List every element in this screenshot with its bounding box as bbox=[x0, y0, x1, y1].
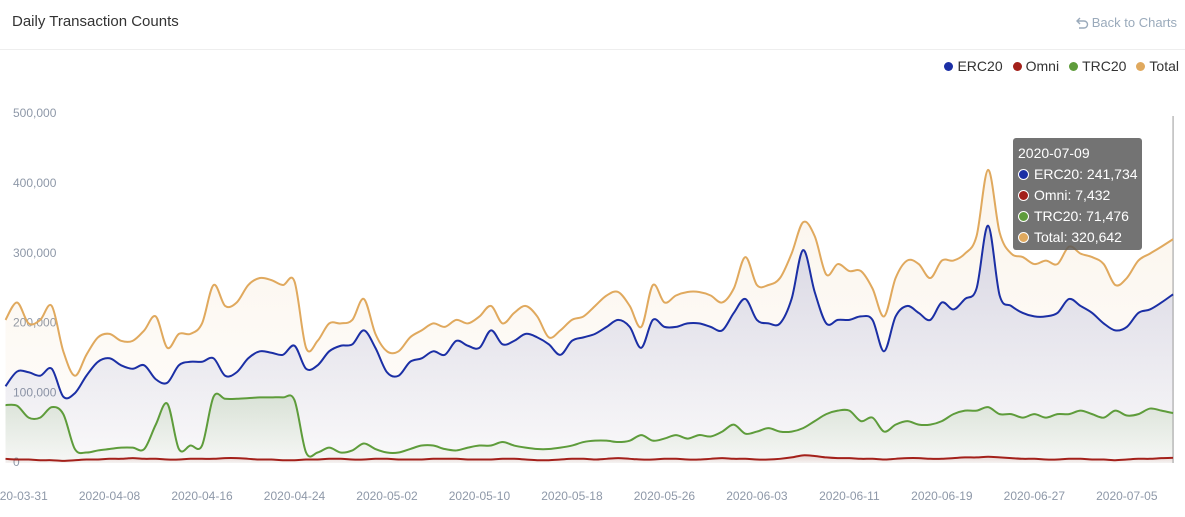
tooltip-title: 2020-07-09 bbox=[1018, 145, 1090, 161]
legend-item: TRC20 bbox=[1069, 58, 1126, 74]
legend-label: Total bbox=[1149, 58, 1179, 74]
legend-label: Omni bbox=[1025, 58, 1060, 74]
tooltip-dot bbox=[1018, 169, 1029, 180]
x-tick-label: 2020-05-02 bbox=[356, 489, 418, 503]
header: Daily Transaction Counts Back to Charts bbox=[0, 0, 1185, 50]
line bbox=[5, 392, 1174, 458]
y-tick-label: 400,000 bbox=[13, 176, 57, 190]
area bbox=[5, 225, 1174, 463]
tooltip-dot bbox=[1018, 190, 1029, 201]
tooltip: 2020-07-09 ERC20: 241,734 Omni: 7,432 TRC20… bbox=[1013, 138, 1142, 250]
line bbox=[4, 224, 1174, 400]
tooltip-item: Omni: 7,432 bbox=[1018, 185, 1142, 206]
back-link[interactable]: Back to Charts bbox=[1075, 15, 1177, 30]
line bbox=[4, 168, 1174, 377]
back-icon bbox=[1075, 17, 1088, 29]
y-tick-label: 500,000 bbox=[13, 106, 57, 120]
legend-item: Omni bbox=[1012, 58, 1060, 74]
x-tick-label: 2020-04-16 bbox=[171, 489, 233, 503]
line bbox=[5, 454, 1174, 462]
x-tick-label: 2020-06-11 bbox=[819, 489, 880, 503]
x-tick-label: 2020-04-08 bbox=[79, 489, 141, 503]
legend-item: ERC20 bbox=[944, 58, 1003, 74]
tooltip-dot bbox=[1018, 211, 1029, 222]
legend-item: Total bbox=[1136, 58, 1179, 74]
x-tick-label: 2020-03-31 bbox=[0, 489, 48, 503]
legend-dot bbox=[1069, 61, 1079, 71]
x-tick-label: 2020-05-10 bbox=[449, 489, 511, 503]
x-tick-label: 2020-05-18 bbox=[541, 489, 603, 503]
tooltip-item: Total: 320,642 bbox=[1018, 227, 1142, 248]
tooltip-item: TRC20: 71,476 bbox=[1018, 206, 1142, 227]
legend-dot bbox=[944, 61, 954, 71]
tooltip-dot bbox=[1018, 232, 1029, 243]
legend-label: ERC20 bbox=[957, 58, 1003, 74]
tooltip-text: ERC20: 241,734 bbox=[1034, 166, 1138, 182]
x-tick-label: 2020-05-26 bbox=[634, 489, 696, 503]
tooltip-text: Total: 320,642 bbox=[1034, 229, 1122, 245]
back-text[interactable]: Back to Charts bbox=[1091, 15, 1177, 30]
page-title: Daily Transaction Counts bbox=[12, 13, 179, 30]
x-tick-label: 2020-06-19 bbox=[911, 489, 973, 503]
x-tick-label: 2020-07-05 bbox=[1096, 489, 1158, 503]
tooltip-text: TRC20: 71,476 bbox=[1034, 208, 1129, 224]
tooltip-text: Omni: 7,432 bbox=[1034, 187, 1111, 203]
legend: ERC20 Omni TRC20 Total bbox=[944, 58, 1179, 74]
tooltip-item: ERC20: 241,734 bbox=[1018, 164, 1142, 185]
legend-dot bbox=[1136, 61, 1146, 71]
x-tick-label: 2020-06-27 bbox=[1004, 489, 1066, 503]
x-tick-label: 2020-04-24 bbox=[264, 489, 326, 503]
y-tick-label: 300,000 bbox=[13, 246, 57, 260]
area bbox=[5, 455, 1174, 463]
x-tick-label: 2020-06-03 bbox=[726, 489, 788, 503]
legend-label: TRC20 bbox=[1082, 58, 1127, 74]
legend-dot bbox=[1012, 61, 1022, 71]
area bbox=[5, 393, 1174, 463]
